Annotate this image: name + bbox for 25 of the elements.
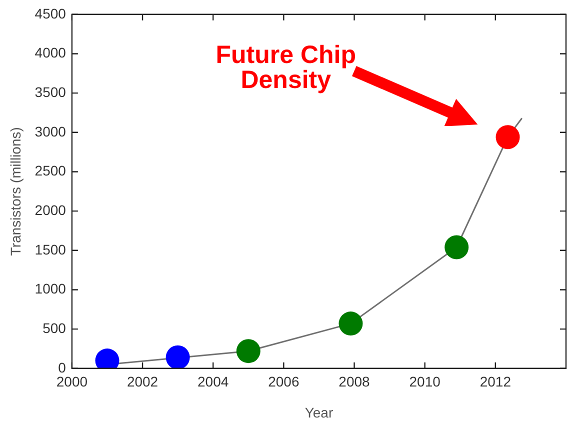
x-tick-label: 2000: [56, 374, 88, 390]
y-tick-label: 4000: [34, 44, 66, 61]
point: [166, 345, 190, 368]
point: [496, 125, 520, 150]
y-tick-label: 4500: [34, 5, 66, 22]
y-tick-label: 3500: [34, 84, 66, 100]
x-tick-label: 2010: [409, 374, 441, 390]
x-tick-label: 2006: [268, 374, 300, 390]
x-tick-label: 2012: [480, 374, 512, 390]
y-tick-label: 3000: [34, 123, 66, 140]
x-tick-label: 2002: [126, 374, 158, 390]
point: [338, 312, 363, 336]
y-tick-label: 2000: [34, 202, 66, 218]
y-tick-label: 1000: [34, 280, 66, 297]
x-tick-label: 2008: [338, 374, 370, 390]
point: [444, 235, 469, 260]
x-tick-label: 2004: [198, 374, 229, 390]
y-tick-label: 1500: [34, 241, 66, 258]
annotation: Future Chip Density: [216, 41, 356, 94]
y-axis-title: Transistors (millions): [7, 127, 24, 256]
y-tick-label: 0: [58, 359, 66, 376]
y-tick-label: 2500: [34, 162, 66, 179]
x-axis-title: Year: [304, 404, 334, 420]
point: [236, 339, 260, 364]
y-tick-label: 500: [42, 320, 66, 336]
